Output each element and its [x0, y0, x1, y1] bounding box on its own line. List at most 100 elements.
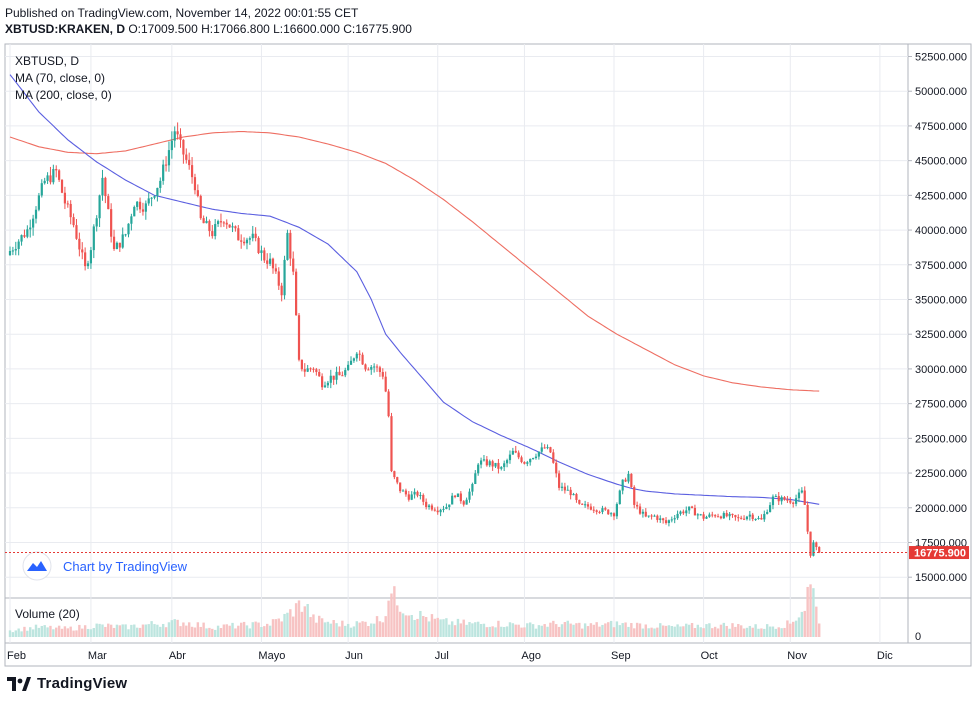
volume-bar — [476, 621, 480, 637]
volume-bar — [699, 627, 702, 637]
volume-bar — [55, 627, 58, 637]
volume-bar — [494, 627, 497, 637]
last-price-label: 16775.900 — [914, 548, 966, 560]
candle-body — [413, 491, 416, 495]
volume-bar — [549, 622, 552, 637]
candle-body — [274, 268, 277, 272]
volume-bar — [543, 624, 546, 637]
ytick-label: 40000.000 — [915, 225, 967, 237]
candle-body — [537, 451, 540, 457]
volume-bar — [202, 622, 205, 637]
volume-bar — [670, 626, 674, 637]
candle-body — [283, 259, 286, 296]
candle-body — [205, 220, 208, 224]
volume-bar — [569, 623, 572, 637]
volume-bar — [531, 624, 535, 637]
candle-body — [242, 241, 246, 244]
volume-bar — [240, 622, 243, 637]
candle-body — [659, 518, 662, 520]
candle-body — [219, 221, 223, 223]
volume-bar — [581, 628, 584, 637]
ytick-label: 15000.000 — [915, 572, 967, 584]
candle-body — [445, 507, 448, 509]
volume-bar — [57, 625, 61, 637]
footer-brand[interactable]: TradingView — [7, 675, 127, 692]
candle-body — [714, 515, 717, 517]
gridlines — [5, 44, 908, 643]
candle-body — [534, 456, 538, 459]
volume-bar — [818, 623, 821, 637]
candle-body — [439, 509, 442, 513]
candle-body — [780, 497, 783, 502]
candle-body — [20, 235, 23, 242]
volume-bar — [754, 624, 757, 637]
volume-bar — [526, 623, 529, 637]
candle-body — [812, 542, 815, 556]
volume-bar — [349, 627, 353, 637]
candle-body — [589, 506, 592, 510]
candle-body — [427, 505, 431, 508]
candle-body — [404, 490, 408, 495]
xtick-label: Feb — [7, 650, 26, 662]
volume-bar — [609, 620, 613, 637]
symbol-caption: XBTUSD:KRAKEN, D — [5, 22, 125, 36]
candle-body — [60, 179, 64, 193]
volume-bar — [167, 622, 171, 637]
volume-bar — [529, 622, 532, 637]
volume-bar — [453, 625, 457, 637]
candle-body — [737, 517, 740, 519]
volume-bar — [401, 613, 405, 637]
candle-body — [803, 490, 806, 505]
ytick-label: 37500.000 — [915, 260, 967, 272]
candle-body — [344, 370, 347, 376]
volume-bar — [161, 623, 165, 637]
candle-body — [245, 239, 249, 244]
volume-bar — [482, 623, 486, 637]
volume-bar — [439, 619, 442, 637]
tradingview-watermark[interactable]: Chart by TradingView — [22, 551, 188, 581]
candle-body — [176, 131, 179, 135]
volume-bar — [49, 625, 52, 637]
volume-bar — [387, 600, 390, 637]
volume-bar — [635, 622, 639, 637]
candle-body — [575, 494, 578, 500]
candle-body — [280, 285, 283, 296]
volume-bar — [141, 624, 145, 637]
candle-body — [526, 462, 529, 464]
candle-body — [806, 504, 809, 532]
volume-bar — [416, 618, 419, 637]
candle-body — [225, 222, 228, 225]
candle-body — [422, 495, 425, 502]
candle-body — [690, 506, 694, 508]
candle-body — [641, 511, 645, 514]
volume-bar — [130, 624, 133, 637]
volume-bar — [176, 619, 179, 637]
candle-body — [592, 509, 595, 511]
volume-bar — [104, 626, 107, 637]
volume-bar — [690, 622, 694, 637]
volume-bar — [320, 618, 324, 637]
candle-body — [768, 505, 772, 513]
volume-bar — [355, 621, 358, 637]
volume-bar — [248, 628, 252, 637]
volume-bar — [370, 623, 373, 637]
candle-body — [531, 458, 535, 460]
volume-bar — [205, 628, 208, 637]
volume-bar — [427, 621, 431, 637]
candle-body — [500, 467, 503, 469]
candle-body — [734, 515, 737, 518]
volume-bar — [575, 623, 578, 637]
candle-body — [644, 511, 647, 517]
volume-bar — [627, 626, 630, 637]
candle-body — [23, 235, 26, 237]
candle-body — [49, 175, 52, 183]
volume-bar — [748, 625, 752, 637]
volume-bar — [598, 626, 601, 637]
candle-body — [309, 368, 312, 370]
candle-body — [505, 460, 509, 464]
volume-bar — [491, 626, 494, 637]
candle-body — [407, 494, 410, 500]
volume-bar — [656, 627, 659, 637]
volume-bar — [563, 622, 567, 637]
